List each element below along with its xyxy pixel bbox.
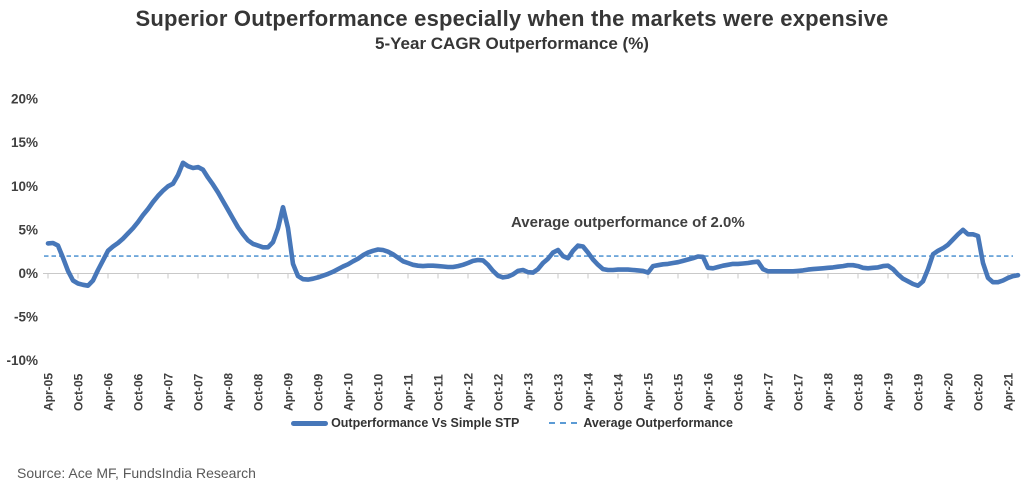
legend-item-outperformance: Outperformance Vs Simple STP xyxy=(291,416,519,430)
x-axis-tick-label: Apr-14 xyxy=(582,373,596,411)
solid-line-swatch xyxy=(291,420,329,426)
y-axis-tick-label: 20% xyxy=(11,92,38,107)
x-axis-tick-label: Apr-10 xyxy=(342,373,356,411)
x-axis-tick-label: Oct-07 xyxy=(192,373,206,411)
source-text: Source: Ace MF, FundsIndia Research xyxy=(17,465,256,481)
average-annotation-label: Average outperformance of 2.0% xyxy=(511,214,745,231)
x-axis-tick-label: Apr-12 xyxy=(462,373,476,411)
x-axis-tick-label: Oct-08 xyxy=(252,373,266,411)
x-axis-tick-label: Oct-16 xyxy=(732,373,746,411)
legend-label-average: Average Outperformance xyxy=(583,416,733,430)
x-axis-tick-label: Apr-17 xyxy=(762,373,776,411)
x-axis-tick-label: Oct-05 xyxy=(72,373,86,411)
y-axis-tick-label: -5% xyxy=(14,310,38,325)
legend-label-outperformance: Outperformance Vs Simple STP xyxy=(331,416,520,430)
y-axis-tick-label: 0% xyxy=(18,266,38,281)
series-line xyxy=(45,160,1021,289)
legend: Outperformance Vs Simple STP Average Out… xyxy=(0,416,1024,430)
chart-subtitle: 5-Year CAGR Outperformance (%) xyxy=(375,34,649,53)
chart-title: Superior Outperformance especially when … xyxy=(135,6,889,31)
x-axis-tick-label: Apr-19 xyxy=(882,373,896,411)
x-axis-tick-label: Apr-21 xyxy=(1002,373,1016,411)
x-axis-tick-label: Apr-08 xyxy=(222,373,236,411)
x-axis-tick-label: Oct-15 xyxy=(672,373,686,411)
y-axis-tick-label: 15% xyxy=(11,135,38,150)
x-axis-tick-label: Oct-17 xyxy=(792,373,806,411)
x-axis-tick-label: Oct-18 xyxy=(852,373,866,411)
x-axis-tick-label: Apr-06 xyxy=(102,373,116,411)
y-axis-tick-label: 5% xyxy=(18,222,38,237)
x-axis-tick-label: Apr-20 xyxy=(942,373,956,411)
dashed-line-swatch xyxy=(549,422,578,424)
x-axis-tick-label: Apr-15 xyxy=(642,373,656,411)
x-axis-tick-label: Apr-11 xyxy=(402,373,416,411)
x-axis-tick-label: Oct-14 xyxy=(612,373,626,411)
x-axis-tick-label: Oct-13 xyxy=(552,373,566,411)
x-axis-tick-label: Oct-09 xyxy=(312,373,326,411)
y-axis-tick-label: 10% xyxy=(11,179,38,194)
x-axis-tick-label: Oct-10 xyxy=(372,373,386,411)
y-axis-tick-label: -10% xyxy=(6,353,38,368)
x-axis-tick-label: Oct-06 xyxy=(132,373,146,411)
x-axis-tick-label: Oct-19 xyxy=(912,373,926,411)
x-axis-tick-label: Apr-09 xyxy=(282,373,296,411)
legend-item-average: Average Outperformance xyxy=(549,416,733,430)
x-axis-tick-label: Apr-18 xyxy=(822,373,836,411)
x-axis-tick-label: Apr-16 xyxy=(702,373,716,411)
x-axis-tick-label: Apr-05 xyxy=(42,373,56,411)
x-axis-tick-label: Oct-11 xyxy=(432,374,446,411)
x-axis-tick-label: Apr-13 xyxy=(522,373,536,411)
x-axis-tick-label: Apr-07 xyxy=(162,373,176,411)
x-axis-tick-label: Oct-20 xyxy=(972,373,986,411)
x-axis-tick-label: Oct-12 xyxy=(492,373,506,411)
